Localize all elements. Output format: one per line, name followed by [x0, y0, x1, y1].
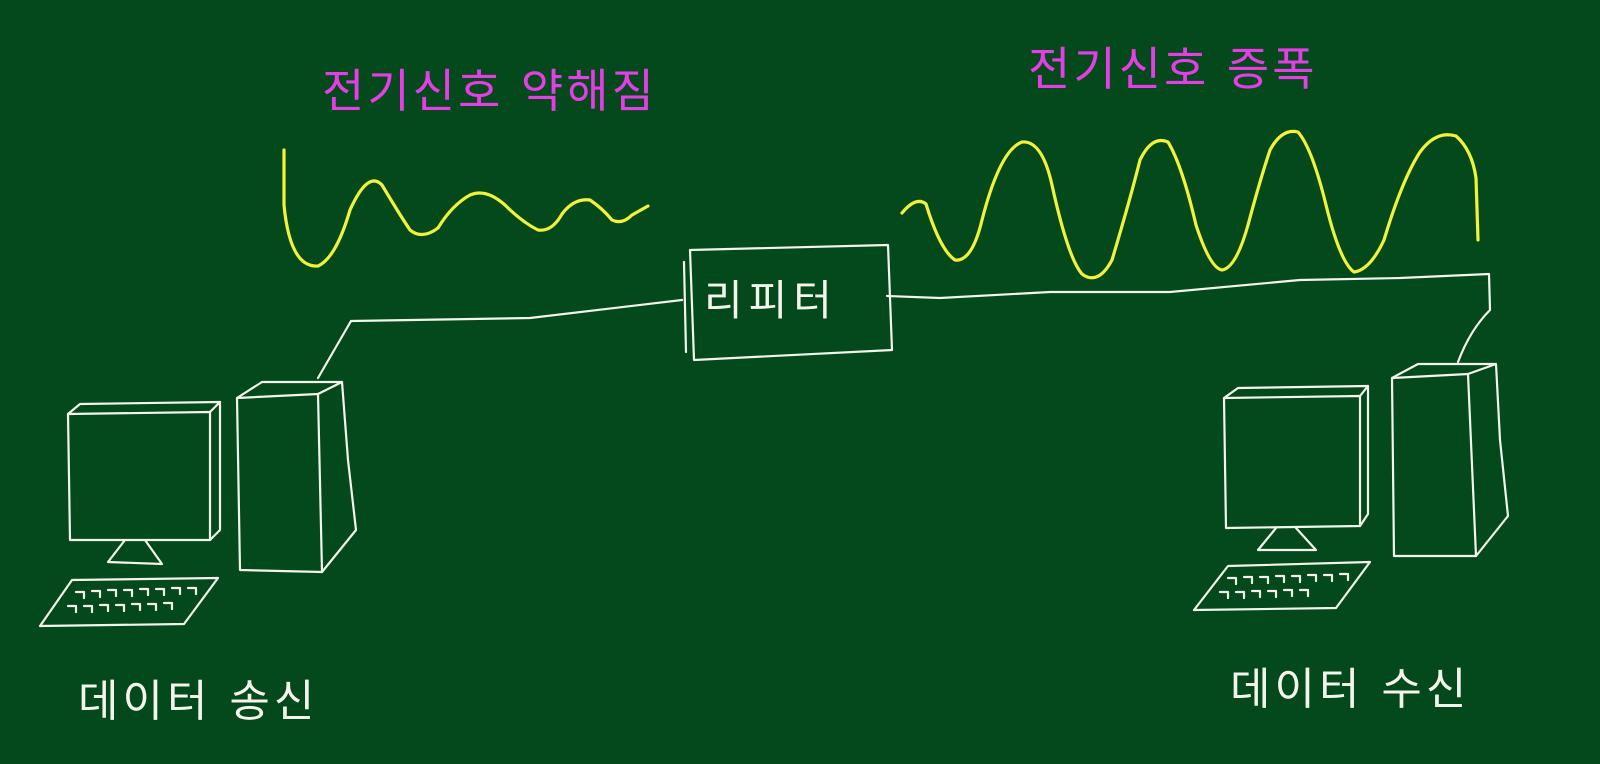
receiver-tower — [1390, 362, 1510, 558]
weak-signal-label: 전기신호 약해짐 — [322, 64, 657, 118]
cable-repeater-to-receiver — [885, 272, 1492, 364]
sender-computer — [38, 380, 358, 628]
receiver-keyboard — [1192, 560, 1372, 612]
amplified-signal-label: 전기신호 증폭 — [1028, 42, 1318, 96]
receiver-monitor — [1222, 384, 1370, 552]
weak-signal-wave — [282, 148, 650, 268]
amplified-signal-wave — [900, 129, 1480, 280]
repeater-label: 리피터 — [704, 276, 838, 325]
sender-tower — [235, 380, 358, 574]
receiver-computer — [1192, 362, 1510, 612]
sender-monitor — [66, 400, 222, 566]
repeater-box — [682, 243, 894, 362]
receiver-label: 데이터 수신 — [1230, 664, 1471, 715]
cable-sender-to-repeater — [316, 298, 684, 380]
sender-keyboard — [38, 576, 220, 628]
sender-label: 데이터 송신 — [78, 676, 319, 727]
